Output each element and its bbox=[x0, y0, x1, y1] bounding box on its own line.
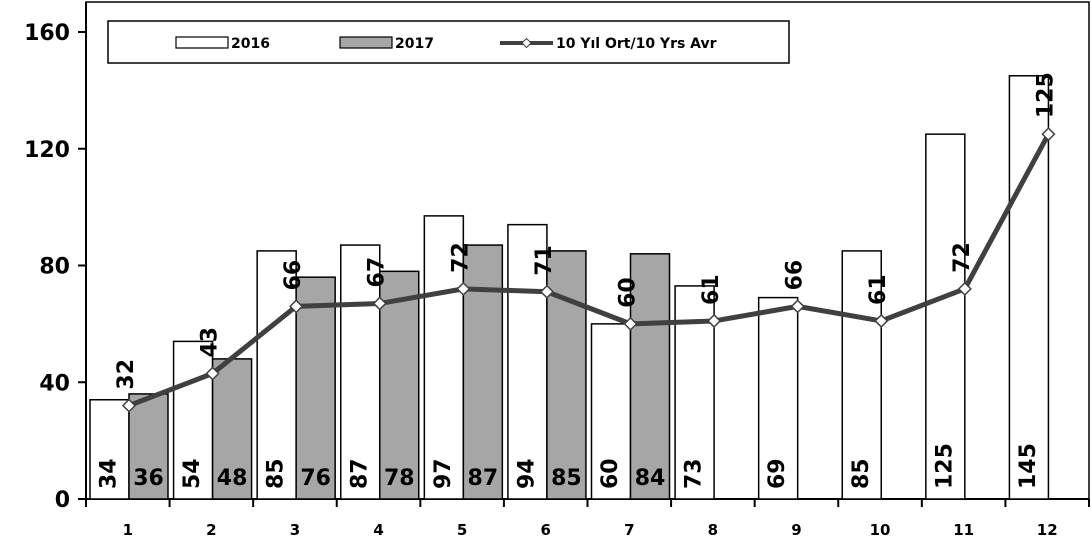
data-label: 85 bbox=[264, 458, 289, 489]
bar-2017 bbox=[211, 358, 253, 500]
bar-2016 bbox=[340, 244, 381, 500]
average-marker bbox=[205, 366, 220, 381]
data-label: 36 bbox=[133, 466, 164, 491]
x-tick-label: 3 bbox=[290, 521, 300, 539]
legend-swatch-2017 bbox=[339, 36, 393, 49]
data-label: 94 bbox=[514, 458, 539, 489]
data-label: 72 bbox=[950, 242, 975, 273]
legend-swatch-avg-marker bbox=[521, 37, 532, 49]
bar-2016 bbox=[507, 223, 548, 500]
legend-swatch-2016 bbox=[175, 36, 229, 49]
data-label: 85 bbox=[551, 466, 582, 491]
bar-2016 bbox=[841, 250, 882, 500]
average-marker bbox=[707, 313, 722, 329]
bar-2016 bbox=[590, 323, 632, 500]
x-tick-label: 12 bbox=[1037, 521, 1058, 539]
average-marker bbox=[456, 281, 471, 296]
data-label: 32 bbox=[114, 359, 139, 390]
data-labels: 34 36 54 48 85 76 87 78 97 87 94 85 60 84 73 69 85 125 145… bbox=[97, 72, 1059, 491]
data-label: 78 bbox=[384, 466, 415, 491]
bar-2016 bbox=[757, 296, 799, 500]
legend: 2016 2017 10 Yıl Ort/10 Yrs Avr bbox=[107, 20, 790, 64]
data-label: 61 bbox=[866, 274, 891, 305]
bar-2017 bbox=[462, 244, 504, 500]
y-axis: 0 40 80 120 160 bbox=[24, 2, 87, 513]
average-series-line bbox=[128, 132, 1051, 408]
data-label: 73 bbox=[682, 458, 707, 489]
data-label: 48 bbox=[217, 466, 248, 491]
data-label: 145 bbox=[1016, 443, 1041, 489]
y-tick-label: 0 bbox=[55, 488, 70, 513]
bar-2017 bbox=[629, 253, 671, 500]
legend-label-avg: 10 Yıl Ort/10 Yrs Avr bbox=[556, 36, 717, 52]
average-marker bbox=[874, 313, 889, 329]
data-label: 34 bbox=[97, 458, 122, 489]
bars bbox=[89, 75, 1050, 500]
data-label: 85 bbox=[849, 458, 874, 489]
data-label: 125 bbox=[1033, 72, 1058, 118]
data-label: 125 bbox=[932, 443, 957, 489]
data-label: 54 bbox=[180, 458, 205, 489]
data-label: 60 bbox=[598, 458, 623, 489]
data-label: 84 bbox=[635, 466, 666, 491]
data-label: 60 bbox=[616, 277, 641, 308]
average-marker bbox=[289, 299, 304, 314]
data-label: 76 bbox=[300, 466, 331, 491]
average-marker bbox=[539, 284, 554, 299]
data-label: 97 bbox=[431, 458, 456, 489]
average-marker bbox=[121, 398, 137, 413]
data-label: 67 bbox=[365, 257, 390, 288]
x-tick-label: 9 bbox=[791, 521, 801, 539]
average-marker bbox=[957, 281, 972, 296]
x-tick-label: 1 bbox=[123, 521, 133, 539]
bar-2016 bbox=[256, 250, 297, 500]
y-tick-label: 160 bbox=[24, 21, 70, 46]
average-marker bbox=[372, 296, 387, 311]
legend-label-2016: 2016 bbox=[231, 36, 270, 52]
data-label: 71 bbox=[532, 245, 557, 276]
bar-2017 bbox=[546, 250, 587, 500]
y-tick-label: 120 bbox=[24, 138, 70, 163]
y-tick-label: 40 bbox=[39, 371, 70, 396]
x-tick-label: 10 bbox=[870, 521, 891, 539]
data-label: 43 bbox=[198, 327, 223, 358]
data-label: 87 bbox=[347, 458, 372, 489]
x-axis: 1 2 3 4 5 6 7 8 9 10 11 12 bbox=[85, 498, 1090, 539]
x-tick-label: 11 bbox=[953, 521, 974, 539]
bar-2017 bbox=[128, 393, 169, 500]
average-marker bbox=[1041, 127, 1056, 142]
bar-2017 bbox=[379, 270, 420, 500]
data-label: 66 bbox=[783, 260, 808, 291]
y-tick-label: 80 bbox=[39, 255, 70, 280]
data-label: 61 bbox=[699, 274, 724, 305]
average-marker bbox=[790, 299, 805, 314]
x-tick-label: 7 bbox=[624, 521, 634, 539]
x-tick-label: 4 bbox=[373, 521, 383, 539]
bar-2017 bbox=[295, 276, 336, 500]
legend-label-2017: 2017 bbox=[395, 36, 434, 52]
data-label: 87 bbox=[468, 466, 499, 491]
bar-2016 bbox=[1008, 75, 1050, 500]
average-line bbox=[121, 127, 1056, 413]
average-marker bbox=[623, 316, 638, 331]
data-label: 66 bbox=[281, 260, 306, 291]
x-tick-label: 8 bbox=[708, 521, 718, 539]
x-tick-label: 2 bbox=[206, 521, 216, 539]
bar-2016 bbox=[423, 215, 465, 500]
data-label: 72 bbox=[448, 242, 473, 273]
bar-2016 bbox=[925, 133, 966, 500]
x-tick-label: 6 bbox=[540, 521, 550, 539]
data-label: 69 bbox=[765, 458, 790, 489]
x-tick-label: 5 bbox=[457, 521, 467, 539]
